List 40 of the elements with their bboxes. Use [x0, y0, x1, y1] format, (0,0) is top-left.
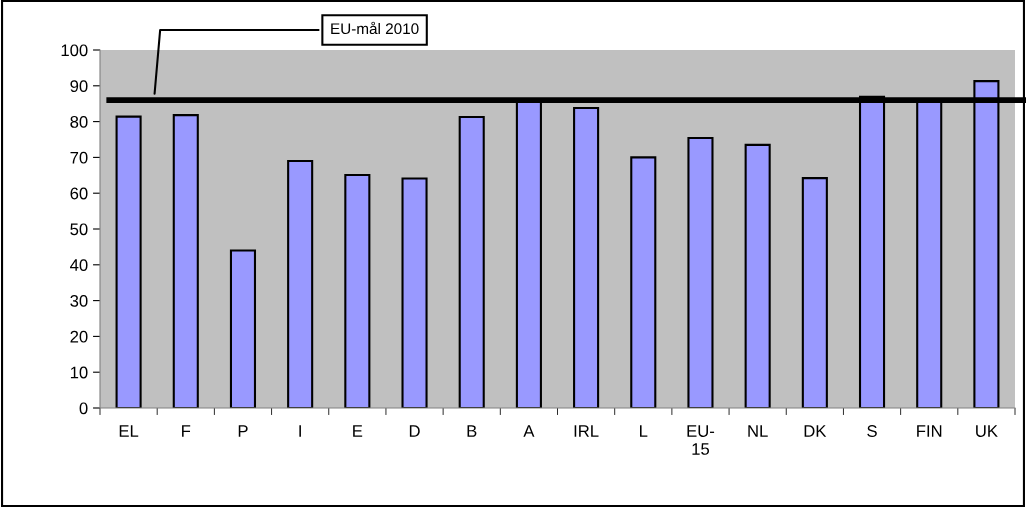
x-tick-label: FIN [917, 425, 942, 437]
x-tick-label: NL [748, 425, 768, 437]
y-tick-label: 0 [79, 402, 88, 415]
x-tick-label: IRL [574, 425, 599, 437]
x-tick-label: EU- 15 [687, 425, 715, 455]
y-tick-label: 40 [70, 259, 88, 271]
y-tick-label: 90 [70, 80, 88, 92]
x-tick-label: S [867, 425, 877, 437]
bar [744, 143, 771, 408]
bar [630, 156, 657, 408]
bar [344, 173, 371, 408]
bar [458, 115, 485, 408]
x-tick-label: A [523, 425, 535, 437]
bar [172, 114, 199, 408]
y-tick-label: 70 [70, 151, 88, 164]
ref-line-label: EU-mål 2010 [331, 21, 419, 35]
x-tick-label: DK [804, 425, 827, 437]
x-tick-label: P [238, 425, 248, 437]
bar [229, 249, 257, 408]
y-tick-label: 10 [70, 366, 88, 379]
bar [801, 177, 828, 408]
y-tick-label: 50 [70, 223, 88, 236]
y-tick-label: 100 [61, 44, 88, 57]
y-tick-label: 20 [70, 330, 88, 343]
y-tick-label: 80 [70, 116, 88, 128]
bar [287, 159, 314, 408]
x-tick-label: B [467, 425, 477, 437]
x-tick-label: I [299, 425, 301, 437]
bar [573, 106, 600, 408]
bar [401, 177, 428, 408]
bar [687, 137, 714, 408]
x-tick-label: E [353, 425, 363, 437]
x-tick-label: L [640, 425, 648, 437]
x-tick-label: D [409, 425, 420, 437]
x-tick-label: F [182, 425, 191, 437]
y-tick-label: 60 [70, 187, 88, 200]
x-tick-label: EL [119, 425, 139, 437]
y-tick-label: 30 [70, 295, 88, 307]
bar [115, 115, 142, 408]
x-tick-label: UK [976, 425, 998, 437]
